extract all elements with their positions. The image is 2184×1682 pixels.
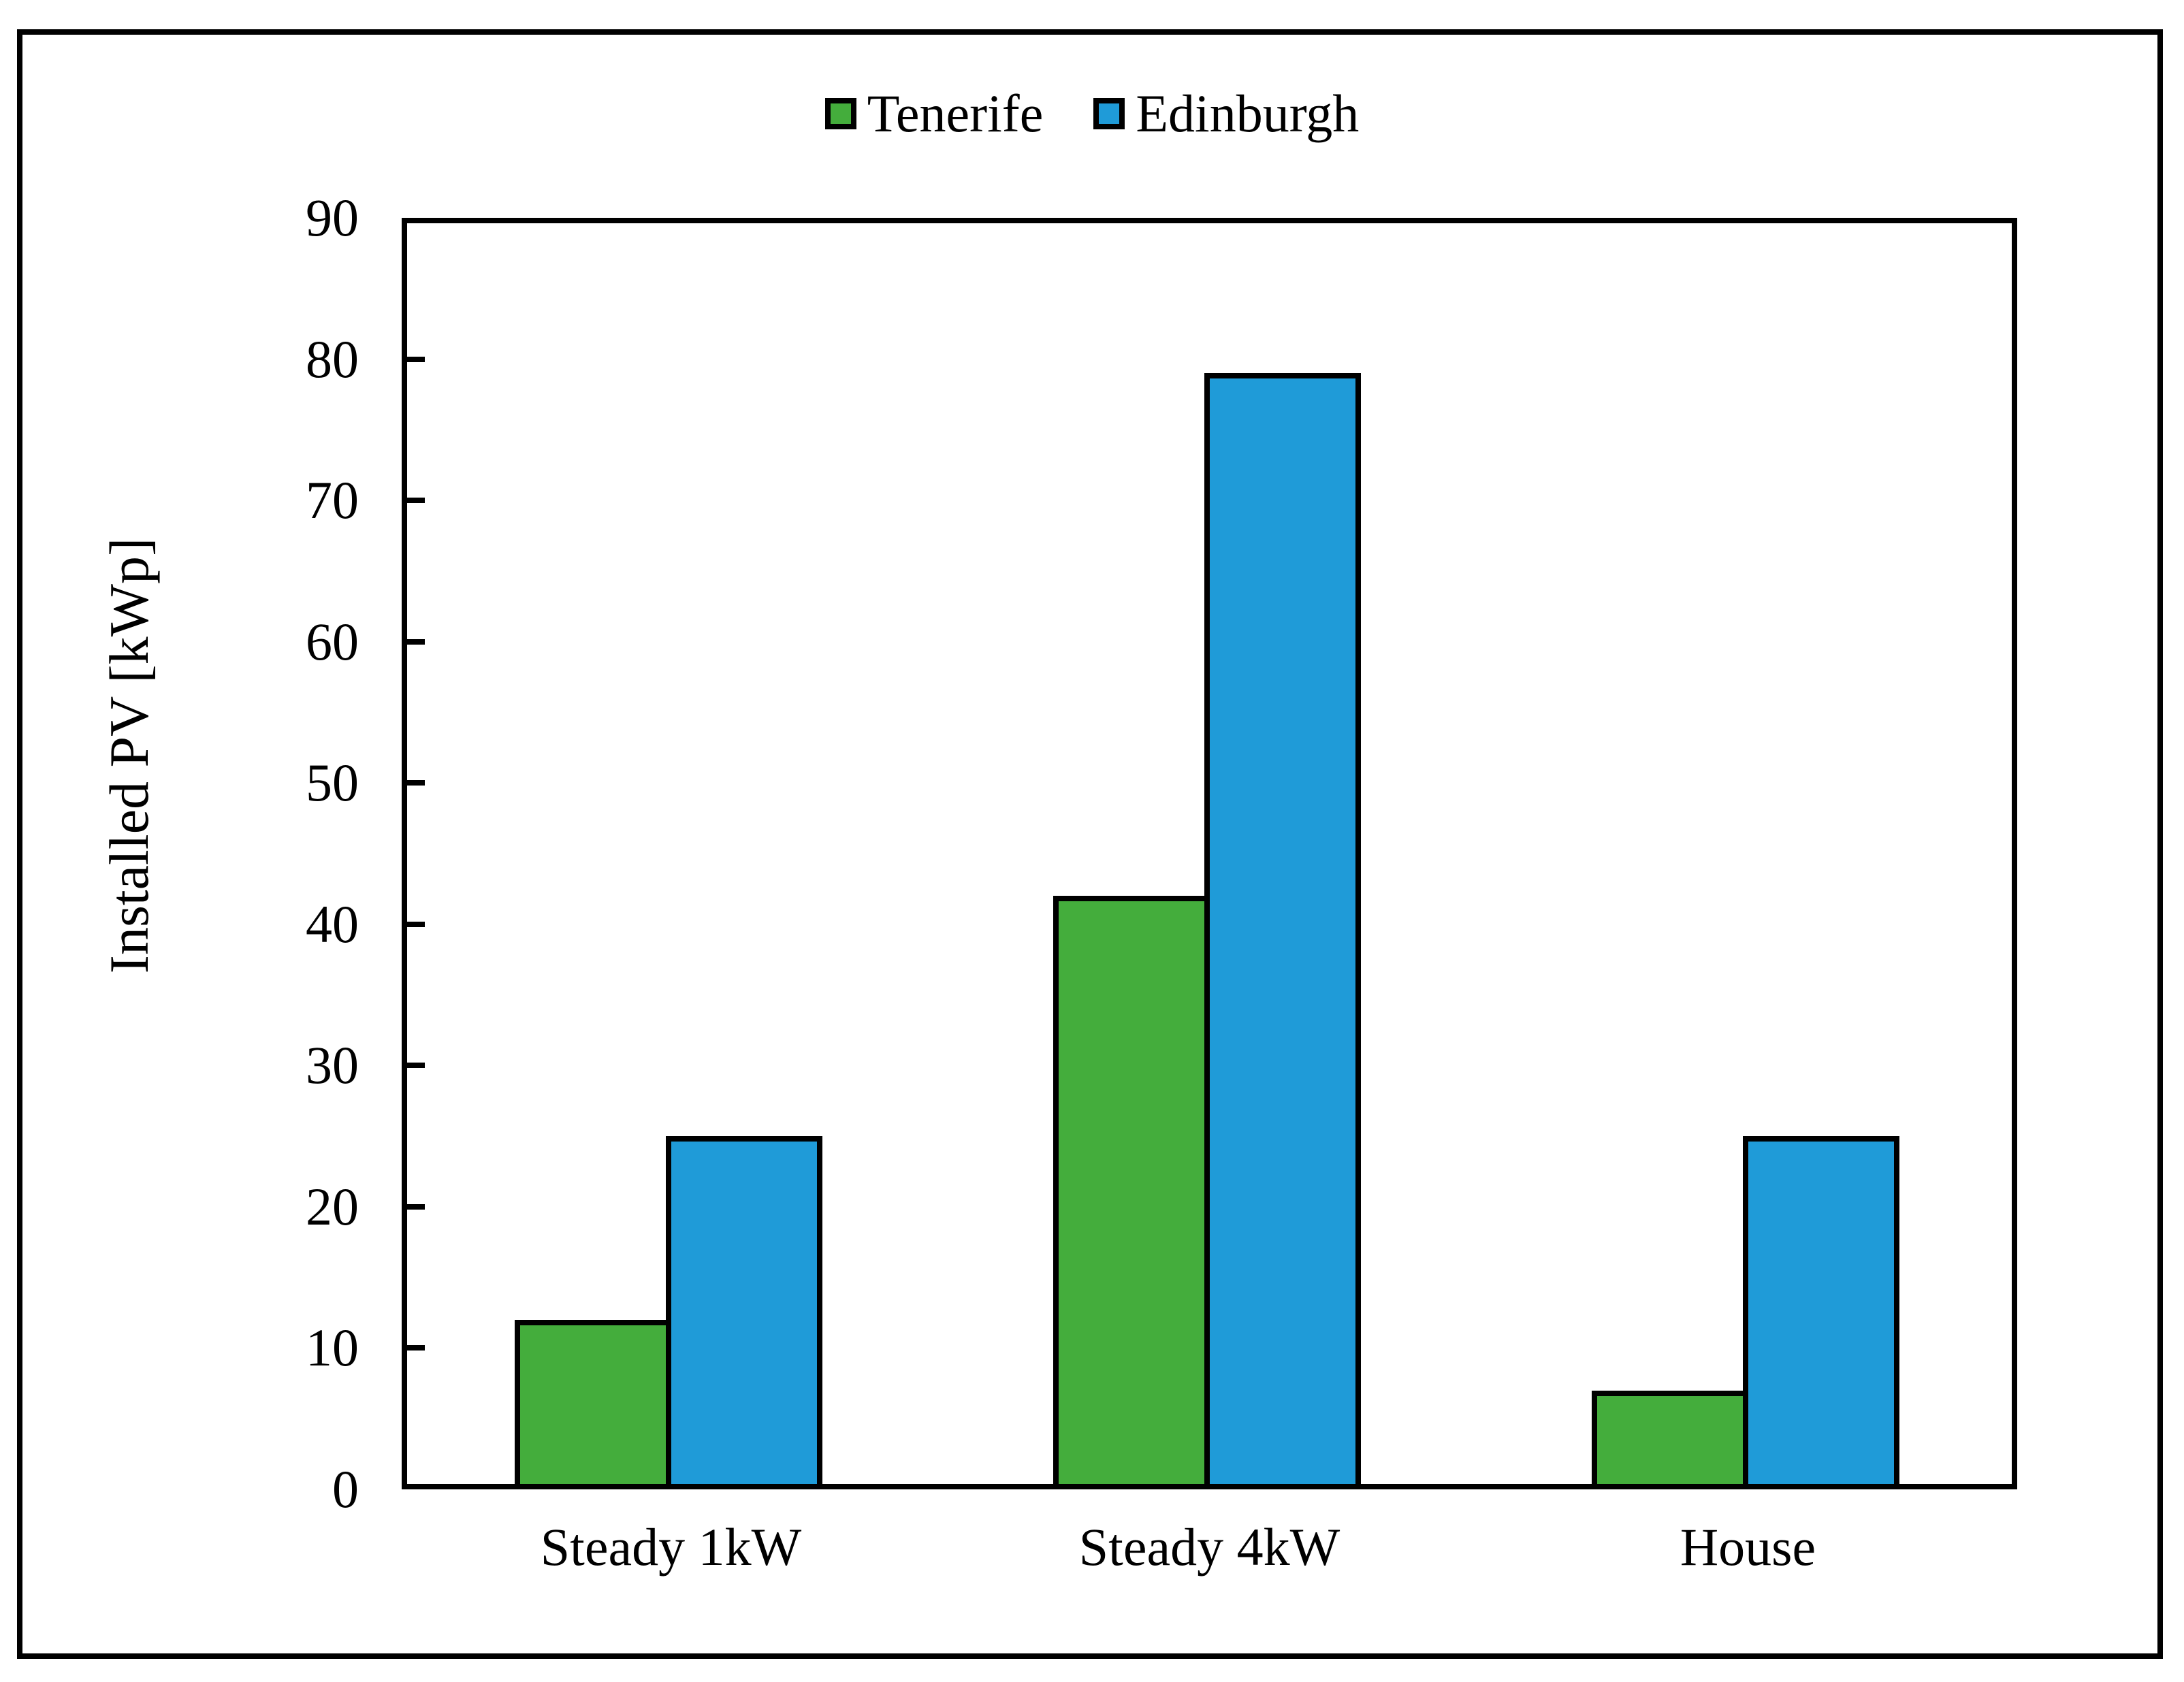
legend-swatch-icon <box>1093 98 1125 129</box>
bar-tenerife-steady-4kw <box>1053 896 1210 1489</box>
bar-edinburgh-steady-1kw <box>665 1136 822 1489</box>
y-axis-tick-mark <box>407 921 425 927</box>
legend-item-tenerife: Tenerife <box>824 84 1044 143</box>
y-axis-tick-mark <box>407 356 425 362</box>
y-axis-tick-label: 60 <box>306 611 359 671</box>
bar-edinburgh-house <box>1742 1136 1899 1489</box>
x-axis-category-label: Steady 1kW <box>540 1517 802 1576</box>
bar-tenerife-house <box>1591 1390 1748 1489</box>
y-axis-tick-mark <box>407 638 425 645</box>
y-axis-tick-mark <box>407 1203 425 1210</box>
y-axis-tick-label: 50 <box>306 753 359 813</box>
y-axis-tick-mark <box>407 498 425 504</box>
y-axis-tick-mark <box>407 780 425 786</box>
y-axis-tick-label: 70 <box>306 470 359 530</box>
y-axis-tick-label: 20 <box>306 1176 359 1236</box>
legend-label: Edinburgh <box>1136 84 1360 143</box>
bar-edinburgh-steady-4kw <box>1204 373 1361 1489</box>
y-axis-tick-label: 80 <box>306 329 359 389</box>
legend-item-edinburgh: Edinburgh <box>1093 87 1359 140</box>
y-axis-tick-mark <box>407 1063 425 1069</box>
y-axis-tick-label: 0 <box>332 1459 359 1519</box>
bar-tenerife-steady-1kw <box>514 1319 671 1489</box>
y-axis-tick-label: 40 <box>306 894 359 954</box>
y-axis-tick-label: 90 <box>306 188 359 247</box>
legend-swatch-icon <box>824 98 856 129</box>
legend-label: Tenerife <box>867 84 1044 143</box>
y-axis-tick-mark <box>407 1345 425 1351</box>
y-axis-tick-label: 30 <box>306 1035 359 1095</box>
x-axis-category-label: Steady 4kW <box>1078 1517 1340 1576</box>
x-axis-category-label: House <box>1680 1517 1816 1576</box>
y-axis-tick-label: 10 <box>306 1318 359 1378</box>
legend: Tenerife Edinburgh <box>0 76 2184 151</box>
